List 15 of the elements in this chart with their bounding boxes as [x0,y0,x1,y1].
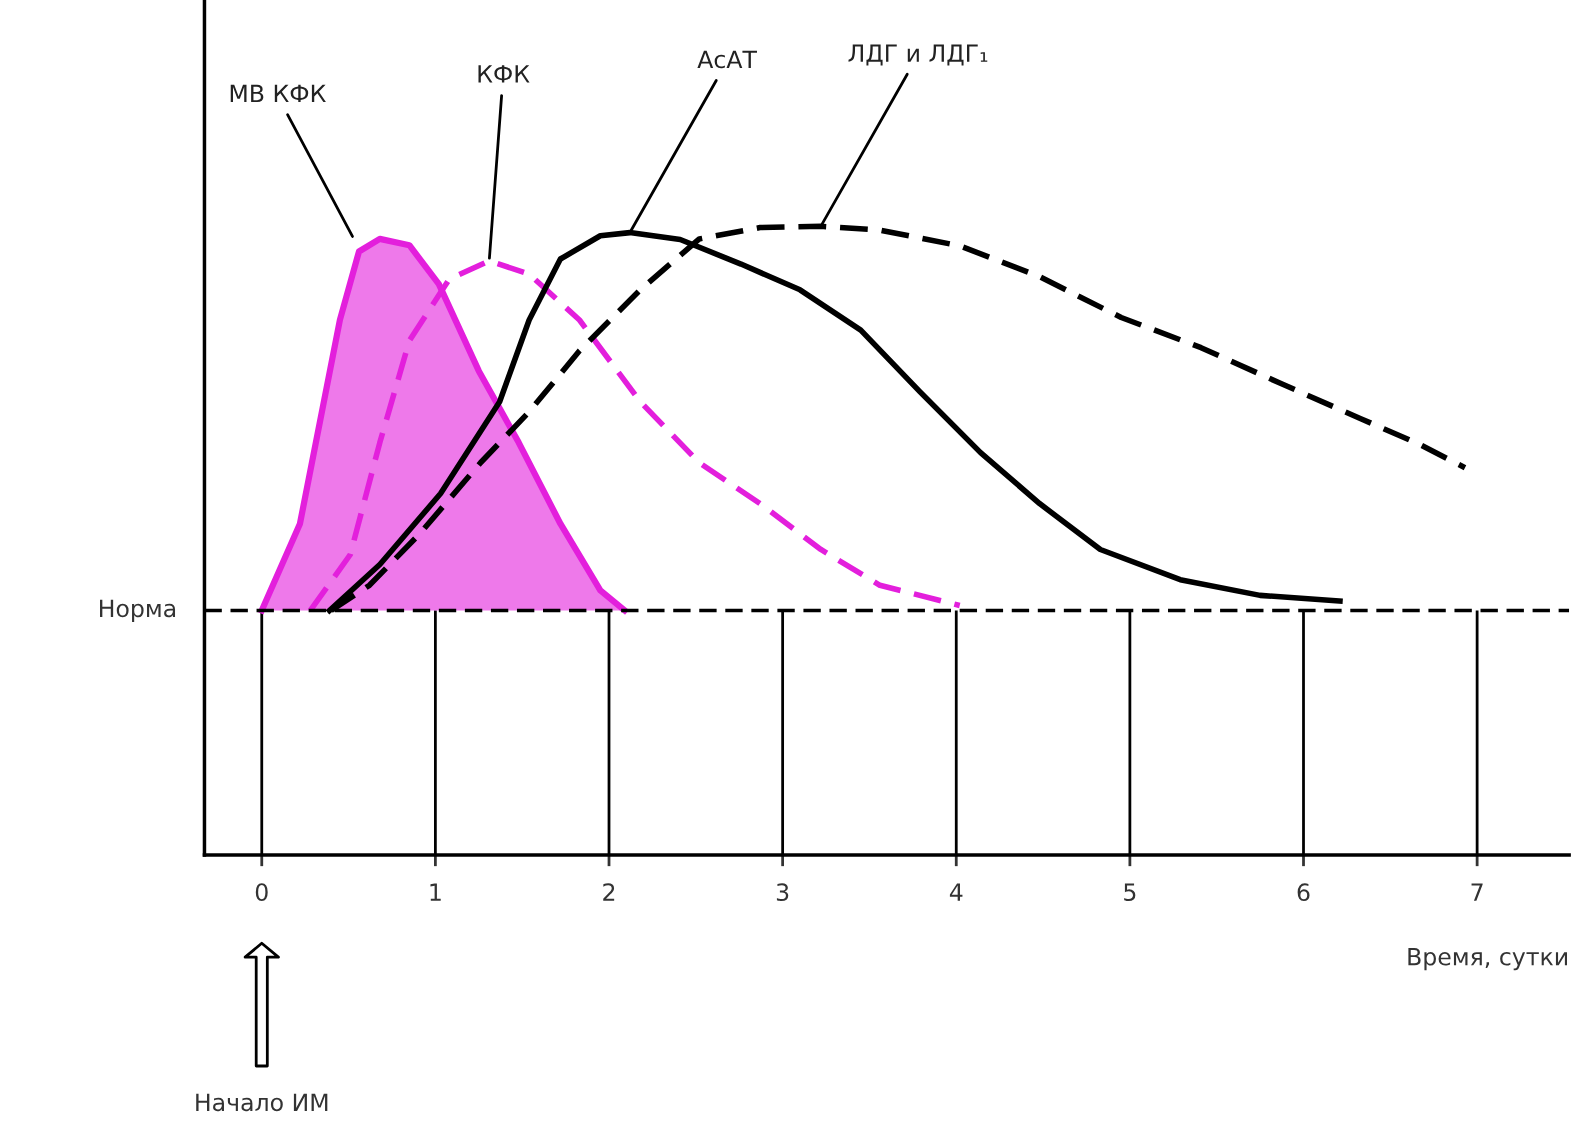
x-tick-label: 2 [603,883,615,901]
text: КФК [478,65,530,83]
text: Начало ИМ [196,1093,328,1112]
x-tick-label: 3 [776,883,789,902]
x-tick-label: 6 [1297,883,1310,902]
text: АсАТ [697,50,757,69]
ref-line-label: Норма [100,599,176,622]
text: ЛДГ и ЛДГ₁ [848,44,988,66]
x-tick-label: 7 [1471,883,1483,901]
x-tick-label: 5 [1124,883,1136,902]
text: МВ КФК [230,84,326,103]
x-tick-label: 4 [949,883,963,901]
x-axis-title: Время, сутки [1408,948,1567,971]
x-tick-label: 0 [255,883,268,902]
x-tick-label: 1 [430,883,441,901]
